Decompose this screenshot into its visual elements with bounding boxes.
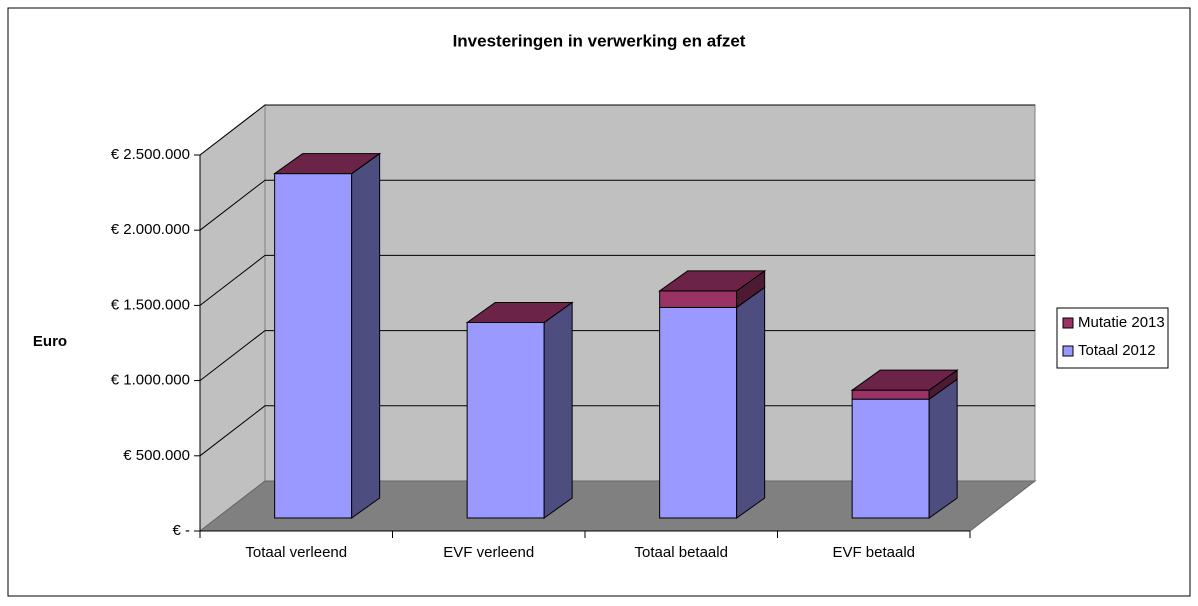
y-tick-label: € 2.500.000 [111,146,190,163]
x-tick-label: EVF betaald [832,544,915,561]
y-tick-label: € 2.000.000 [111,221,190,238]
legend-label: Mutatie 2013 [1078,314,1165,331]
bar-segment [659,306,738,519]
y-axis-label: Euro [33,333,67,350]
y-tick-label: € 1.500.000 [111,296,190,313]
grid-line [199,179,1035,231]
bar-top [465,301,574,323]
legend-box [1056,307,1169,369]
bar-segment [274,173,353,519]
bar-side [928,378,958,519]
grid-line [199,104,1035,156]
bar-side [351,152,381,519]
y-tick-label: € - [172,522,190,539]
x-tick-label: Totaal verleend [245,544,347,561]
bar-segment [659,290,738,308]
bar-segment [851,398,930,519]
bar-side [736,286,766,519]
grid-line [199,254,1035,306]
bar-side [543,301,573,519]
y-tick-label: € 500.000 [123,447,190,464]
bar-segment [466,321,545,519]
bar-top [658,270,767,292]
side-wall [199,103,266,533]
grid-line [199,330,1035,381]
x-tick-label: Totaal betaald [635,544,728,561]
legend-swatch [1062,345,1074,357]
x-tick-label: EVF verleend [443,544,534,561]
bar-top [273,153,382,175]
legend-label: Totaal 2012 [1078,342,1156,359]
chart-title: Investeringen in verwerking en afzet [453,31,746,50]
grid-line [199,405,1035,457]
bar-top [850,369,959,391]
y-tick-label: € 1.000.000 [111,372,190,389]
legend-swatch [1062,317,1074,329]
bar-segment [851,389,930,400]
